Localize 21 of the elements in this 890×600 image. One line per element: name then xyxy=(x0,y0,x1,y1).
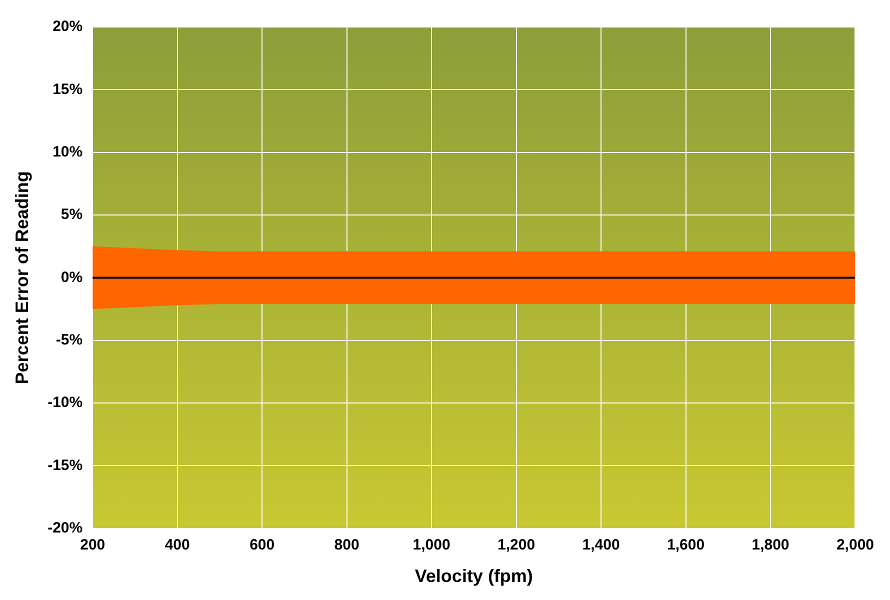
x-tick-label: 600 xyxy=(250,536,275,554)
x-tick-label: 1,600 xyxy=(666,536,705,554)
y-axis-title: Percent Error of Reading xyxy=(12,171,32,384)
y-tick-label: -5% xyxy=(56,332,83,349)
x-tick-label: 1,800 xyxy=(752,536,790,554)
x-tick-label: 2,000 xyxy=(836,536,874,554)
x-tick-label: 1,000 xyxy=(412,536,450,554)
x-tick-label: 1,200 xyxy=(498,536,536,554)
y-tick-label: 15% xyxy=(52,80,83,98)
y-tick-label: -20% xyxy=(48,520,83,537)
x-tick-label: 400 xyxy=(164,536,190,554)
x-tick-label: 1,400 xyxy=(582,536,620,554)
y-tick-label: 0% xyxy=(60,268,83,286)
y-tick-label: 5% xyxy=(60,206,83,224)
y-tick-label: 20% xyxy=(52,18,83,36)
y-tick-label: 10% xyxy=(52,143,83,160)
y-tick-label: -15% xyxy=(48,456,83,474)
x-tick-label: 200 xyxy=(80,536,106,554)
x-tick-label: 800 xyxy=(334,536,360,554)
x-axis-title: Velocity (fpm) xyxy=(414,566,533,586)
y-tick-label: -10% xyxy=(48,394,83,412)
